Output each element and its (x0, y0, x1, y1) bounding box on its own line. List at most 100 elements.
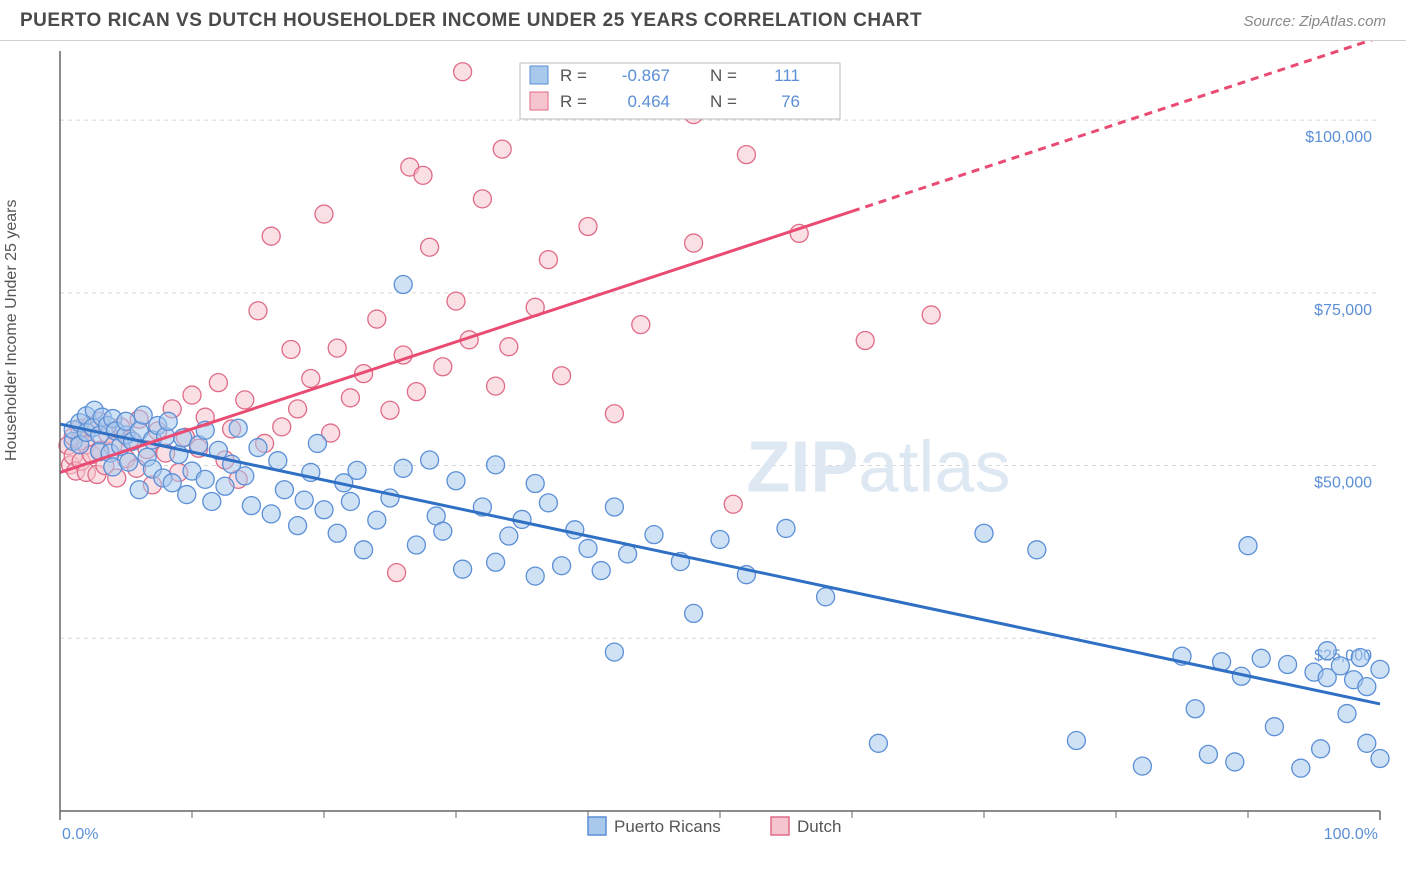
data-point (1292, 759, 1310, 777)
data-point (553, 367, 571, 385)
data-point (120, 453, 138, 471)
data-point (454, 63, 472, 81)
y-tick-label: $50,000 (1314, 475, 1372, 492)
data-point (183, 386, 201, 404)
data-point (1331, 657, 1349, 675)
data-point (1312, 740, 1330, 758)
data-point (394, 459, 412, 477)
data-point (282, 340, 300, 358)
data-point (249, 439, 267, 457)
trend-line (60, 211, 852, 472)
data-point (308, 434, 326, 452)
data-point (526, 567, 544, 585)
source-attribution: Source: ZipAtlas.com (1243, 13, 1386, 30)
data-point (632, 316, 650, 334)
data-point (434, 522, 452, 540)
stats-r-label: R = (560, 92, 587, 111)
data-point (605, 498, 623, 516)
data-point (242, 497, 260, 515)
data-point (289, 517, 307, 535)
data-point (262, 505, 280, 523)
data-point (269, 452, 287, 470)
data-point (1318, 642, 1336, 660)
data-point (566, 521, 584, 539)
data-point (619, 545, 637, 563)
data-point (1226, 753, 1244, 771)
data-point (315, 205, 333, 223)
legend-swatch (588, 817, 606, 835)
data-point (289, 400, 307, 418)
data-point (1351, 649, 1369, 667)
data-point (262, 227, 280, 245)
data-point (487, 553, 505, 571)
data-point (1338, 705, 1356, 723)
data-point (1028, 541, 1046, 559)
data-point (236, 391, 254, 409)
data-point (724, 495, 742, 513)
data-point (922, 306, 940, 324)
data-point (685, 234, 703, 252)
data-point (711, 530, 729, 548)
data-point (500, 338, 518, 356)
data-point (605, 643, 623, 661)
data-point (388, 564, 406, 582)
data-point (203, 492, 221, 510)
data-point (592, 562, 610, 580)
data-point (579, 217, 597, 235)
data-point (500, 527, 518, 545)
data-point (315, 501, 333, 519)
data-point (737, 146, 755, 164)
data-point (1265, 718, 1283, 736)
data-point (273, 418, 291, 436)
data-point (454, 560, 472, 578)
data-point (178, 486, 196, 504)
data-point (539, 494, 557, 512)
data-point (104, 458, 122, 476)
stats-r-label: R = (560, 66, 587, 85)
x-tick-label: 0.0% (62, 826, 98, 843)
data-point (341, 389, 359, 407)
data-point (209, 374, 227, 392)
stats-r-value: 0.464 (627, 92, 670, 111)
watermark: ZIPatlas (746, 428, 1010, 508)
data-point (434, 358, 452, 376)
data-point (1358, 734, 1376, 752)
data-point (229, 419, 247, 437)
data-point (421, 238, 439, 256)
data-point (1186, 700, 1204, 718)
data-point (539, 251, 557, 269)
legend-swatch (771, 817, 789, 835)
data-point (526, 475, 544, 493)
data-point (407, 536, 425, 554)
chart-header: PUERTO RICAN VS DUTCH HOUSEHOLDER INCOME… (0, 0, 1406, 41)
data-point (196, 470, 214, 488)
data-point (163, 474, 181, 492)
data-point (302, 369, 320, 387)
data-point (605, 405, 623, 423)
data-point (249, 302, 267, 320)
data-point (579, 539, 597, 557)
data-point (685, 604, 703, 622)
data-point (394, 276, 412, 294)
trend-line (60, 424, 1380, 704)
data-point (1279, 656, 1297, 674)
data-point (368, 310, 386, 328)
stats-n-label: N = (710, 92, 737, 111)
stats-r-value: -0.867 (622, 66, 670, 85)
data-point (856, 331, 874, 349)
data-point (295, 491, 313, 509)
data-point (777, 519, 795, 537)
data-point (1067, 732, 1085, 750)
stats-swatch (530, 66, 548, 84)
data-point (1252, 649, 1270, 667)
legend-label: Dutch (797, 817, 841, 836)
data-point (1133, 757, 1151, 775)
data-point (1358, 678, 1376, 696)
data-point (381, 401, 399, 419)
data-point (355, 541, 373, 559)
data-point (473, 190, 491, 208)
data-point (216, 477, 234, 495)
trend-line-dashed (852, 41, 1380, 211)
data-point (348, 461, 366, 479)
data-point (328, 339, 346, 357)
